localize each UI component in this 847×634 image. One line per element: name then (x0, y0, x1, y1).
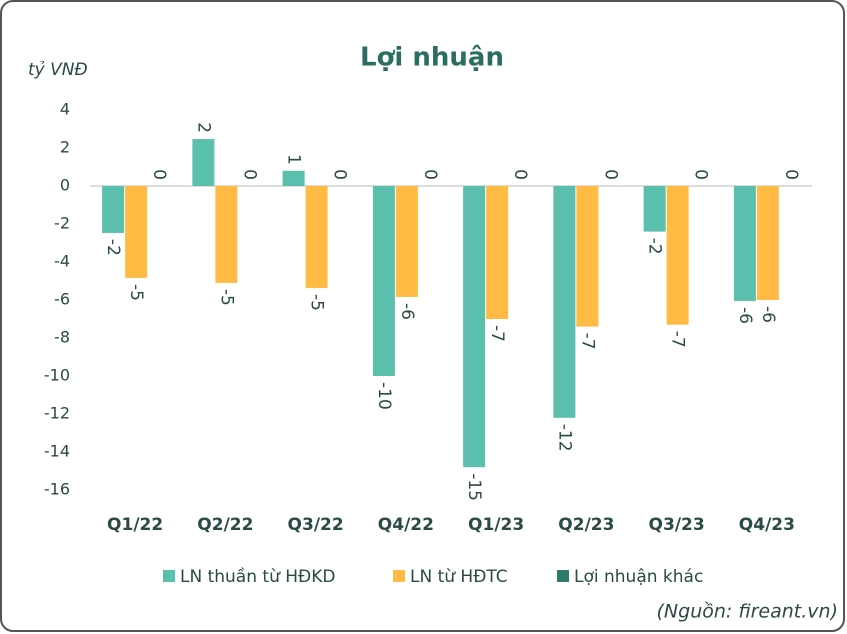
legend-label: Lợi nhuận khác (574, 567, 703, 587)
bar (282, 170, 305, 186)
data-label: -5 (216, 289, 236, 306)
data-label: -5 (307, 294, 327, 311)
y-tick-label: 2 (60, 138, 70, 157)
data-label: -7 (668, 331, 688, 348)
bar (192, 139, 215, 186)
bar (125, 186, 148, 278)
x-tick-label: Q4/22 (378, 515, 434, 535)
x-tick-label: Q1/23 (468, 515, 524, 535)
y-tick-label: -8 (54, 328, 70, 347)
bar (733, 186, 756, 301)
data-label: 2 (193, 122, 213, 133)
data-label: 0 (781, 169, 801, 180)
x-tick-label: Q2/22 (197, 515, 253, 535)
y-tick-label: -2 (54, 214, 70, 233)
y-tick-label: -12 (44, 404, 70, 423)
legend-swatch (393, 570, 405, 582)
bar (576, 186, 599, 327)
data-label: -7 (577, 333, 597, 350)
bar (372, 186, 395, 376)
data-label: 0 (330, 169, 350, 180)
data-label: 0 (600, 169, 620, 180)
y-tick-label: 0 (60, 176, 70, 195)
data-label: -6 (397, 303, 417, 320)
bar (643, 186, 666, 232)
data-label: 1 (284, 154, 304, 165)
bar (553, 186, 576, 418)
data-label: -2 (645, 238, 665, 255)
data-label: -6 (735, 307, 755, 324)
bar (215, 186, 238, 283)
source: (Nguồn: fireant.vn) (657, 601, 838, 623)
y-tick-label: -16 (44, 480, 70, 499)
data-label: 0 (420, 169, 440, 180)
data-label: 0 (510, 169, 530, 180)
y-tick-label: -10 (44, 366, 70, 385)
legend-swatch (557, 570, 569, 582)
y-tick-label: -14 (44, 442, 70, 461)
bar (102, 186, 125, 233)
x-tick-label: Q3/22 (288, 515, 344, 535)
bar (395, 186, 418, 297)
data-label: -2 (103, 239, 123, 256)
data-label: 0 (239, 169, 259, 180)
data-label: -10 (374, 382, 394, 410)
data-label: -15 (464, 473, 484, 501)
data-label: -6 (758, 306, 778, 323)
bar (486, 186, 509, 319)
data-label: 0 (149, 169, 169, 180)
data-label: 0 (691, 169, 711, 180)
bar (666, 186, 689, 325)
bar (756, 186, 779, 300)
legend-swatch (163, 570, 175, 582)
legend-label: LN từ HĐTC (410, 567, 508, 587)
x-tick-label: Q1/22 (107, 515, 163, 535)
chart-title: Lợi nhuận (360, 43, 504, 73)
data-label: -7 (487, 325, 507, 342)
y-tick-label: 4 (60, 100, 70, 119)
y-tick-label: -6 (54, 290, 70, 309)
x-tick-label: Q3/23 (649, 515, 705, 535)
bar (305, 186, 328, 289)
bar (463, 186, 486, 468)
data-label: -12 (554, 424, 574, 452)
x-tick-label: Q4/23 (739, 515, 795, 535)
y-tick-label: -4 (54, 252, 70, 271)
y-axis-label: tỷ VNĐ (28, 60, 88, 80)
legend-label: LN thuần từ HĐKD (180, 566, 335, 587)
data-label: -5 (126, 284, 146, 301)
x-tick-label: Q2/23 (558, 515, 614, 535)
